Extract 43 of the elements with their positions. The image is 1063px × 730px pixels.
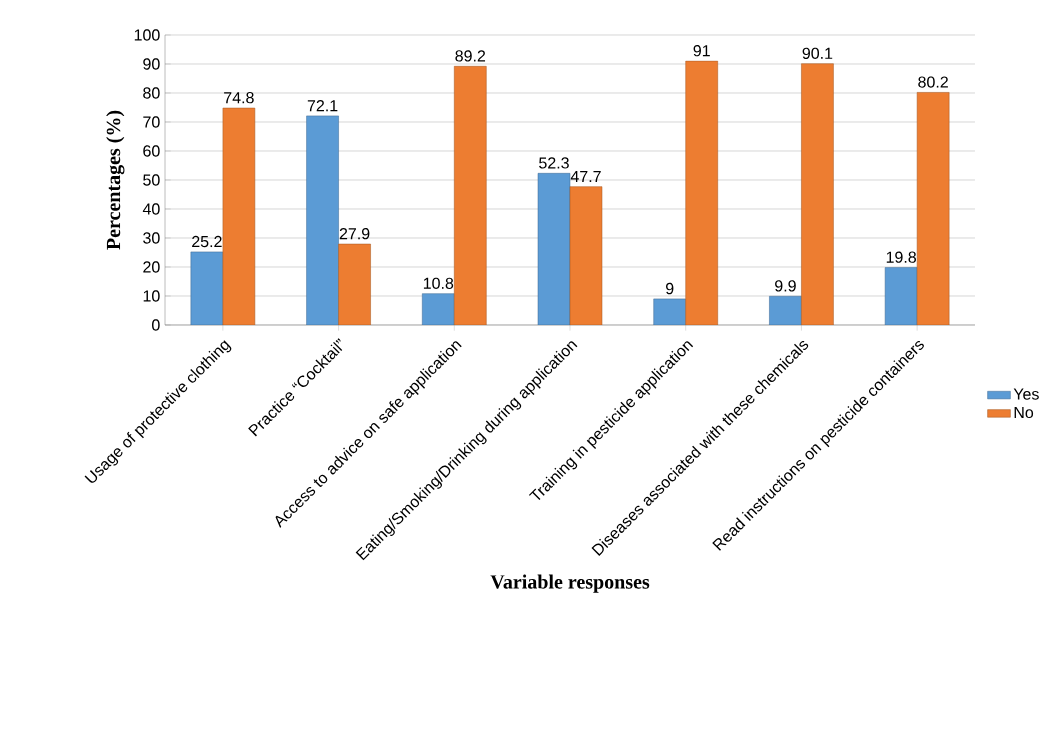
y-tick-label: 0	[152, 319, 160, 331]
y-tick-label: 80	[143, 87, 160, 99]
y-tick-label: 90	[143, 58, 160, 70]
data-label: 89.2	[455, 50, 486, 62]
y-tick-label: 70	[143, 116, 160, 128]
bar	[884, 267, 918, 325]
y-tick-label: 40	[142, 203, 160, 215]
bar	[916, 92, 950, 325]
data-label: 52.3	[539, 157, 569, 169]
bar	[422, 293, 455, 325]
bar	[338, 243, 371, 325]
y-tick-label: 20	[143, 261, 160, 273]
bar	[454, 66, 487, 325]
data-label: 9.9	[775, 280, 796, 292]
bar	[769, 296, 802, 325]
y-tick-label: 10	[143, 290, 160, 302]
data-label: 91	[693, 45, 710, 57]
data-label: 90.1	[802, 47, 833, 59]
y-tick-label: 60	[143, 145, 160, 157]
data-label: 10.8	[423, 277, 454, 289]
data-label: 47.7	[570, 170, 601, 182]
y-tick-label: 100	[134, 29, 160, 41]
bar	[569, 186, 603, 325]
data-label: 74.8	[224, 92, 254, 104]
data-label: 25.2	[192, 235, 222, 248]
y-tick-label: 30	[143, 232, 160, 244]
bar	[801, 63, 834, 325]
data-label: 72.1	[307, 100, 338, 112]
bar	[190, 251, 224, 325]
data-label: 19.8	[886, 251, 916, 263]
legend-label: Yes	[1013, 388, 1039, 400]
y-tick-label: 50	[143, 174, 160, 186]
legend-label: No	[1014, 406, 1034, 419]
data-label: 27.9	[339, 228, 370, 240]
x-axis-title: Variable responses	[490, 574, 650, 593]
y-axis-title: Percentages (%)	[106, 110, 125, 250]
bar	[306, 115, 339, 325]
bar	[685, 60, 718, 325]
data-label: 9	[666, 282, 674, 295]
bar	[222, 107, 256, 325]
bar	[537, 173, 571, 325]
data-label: 80.2	[918, 76, 948, 88]
bar	[653, 298, 686, 325]
